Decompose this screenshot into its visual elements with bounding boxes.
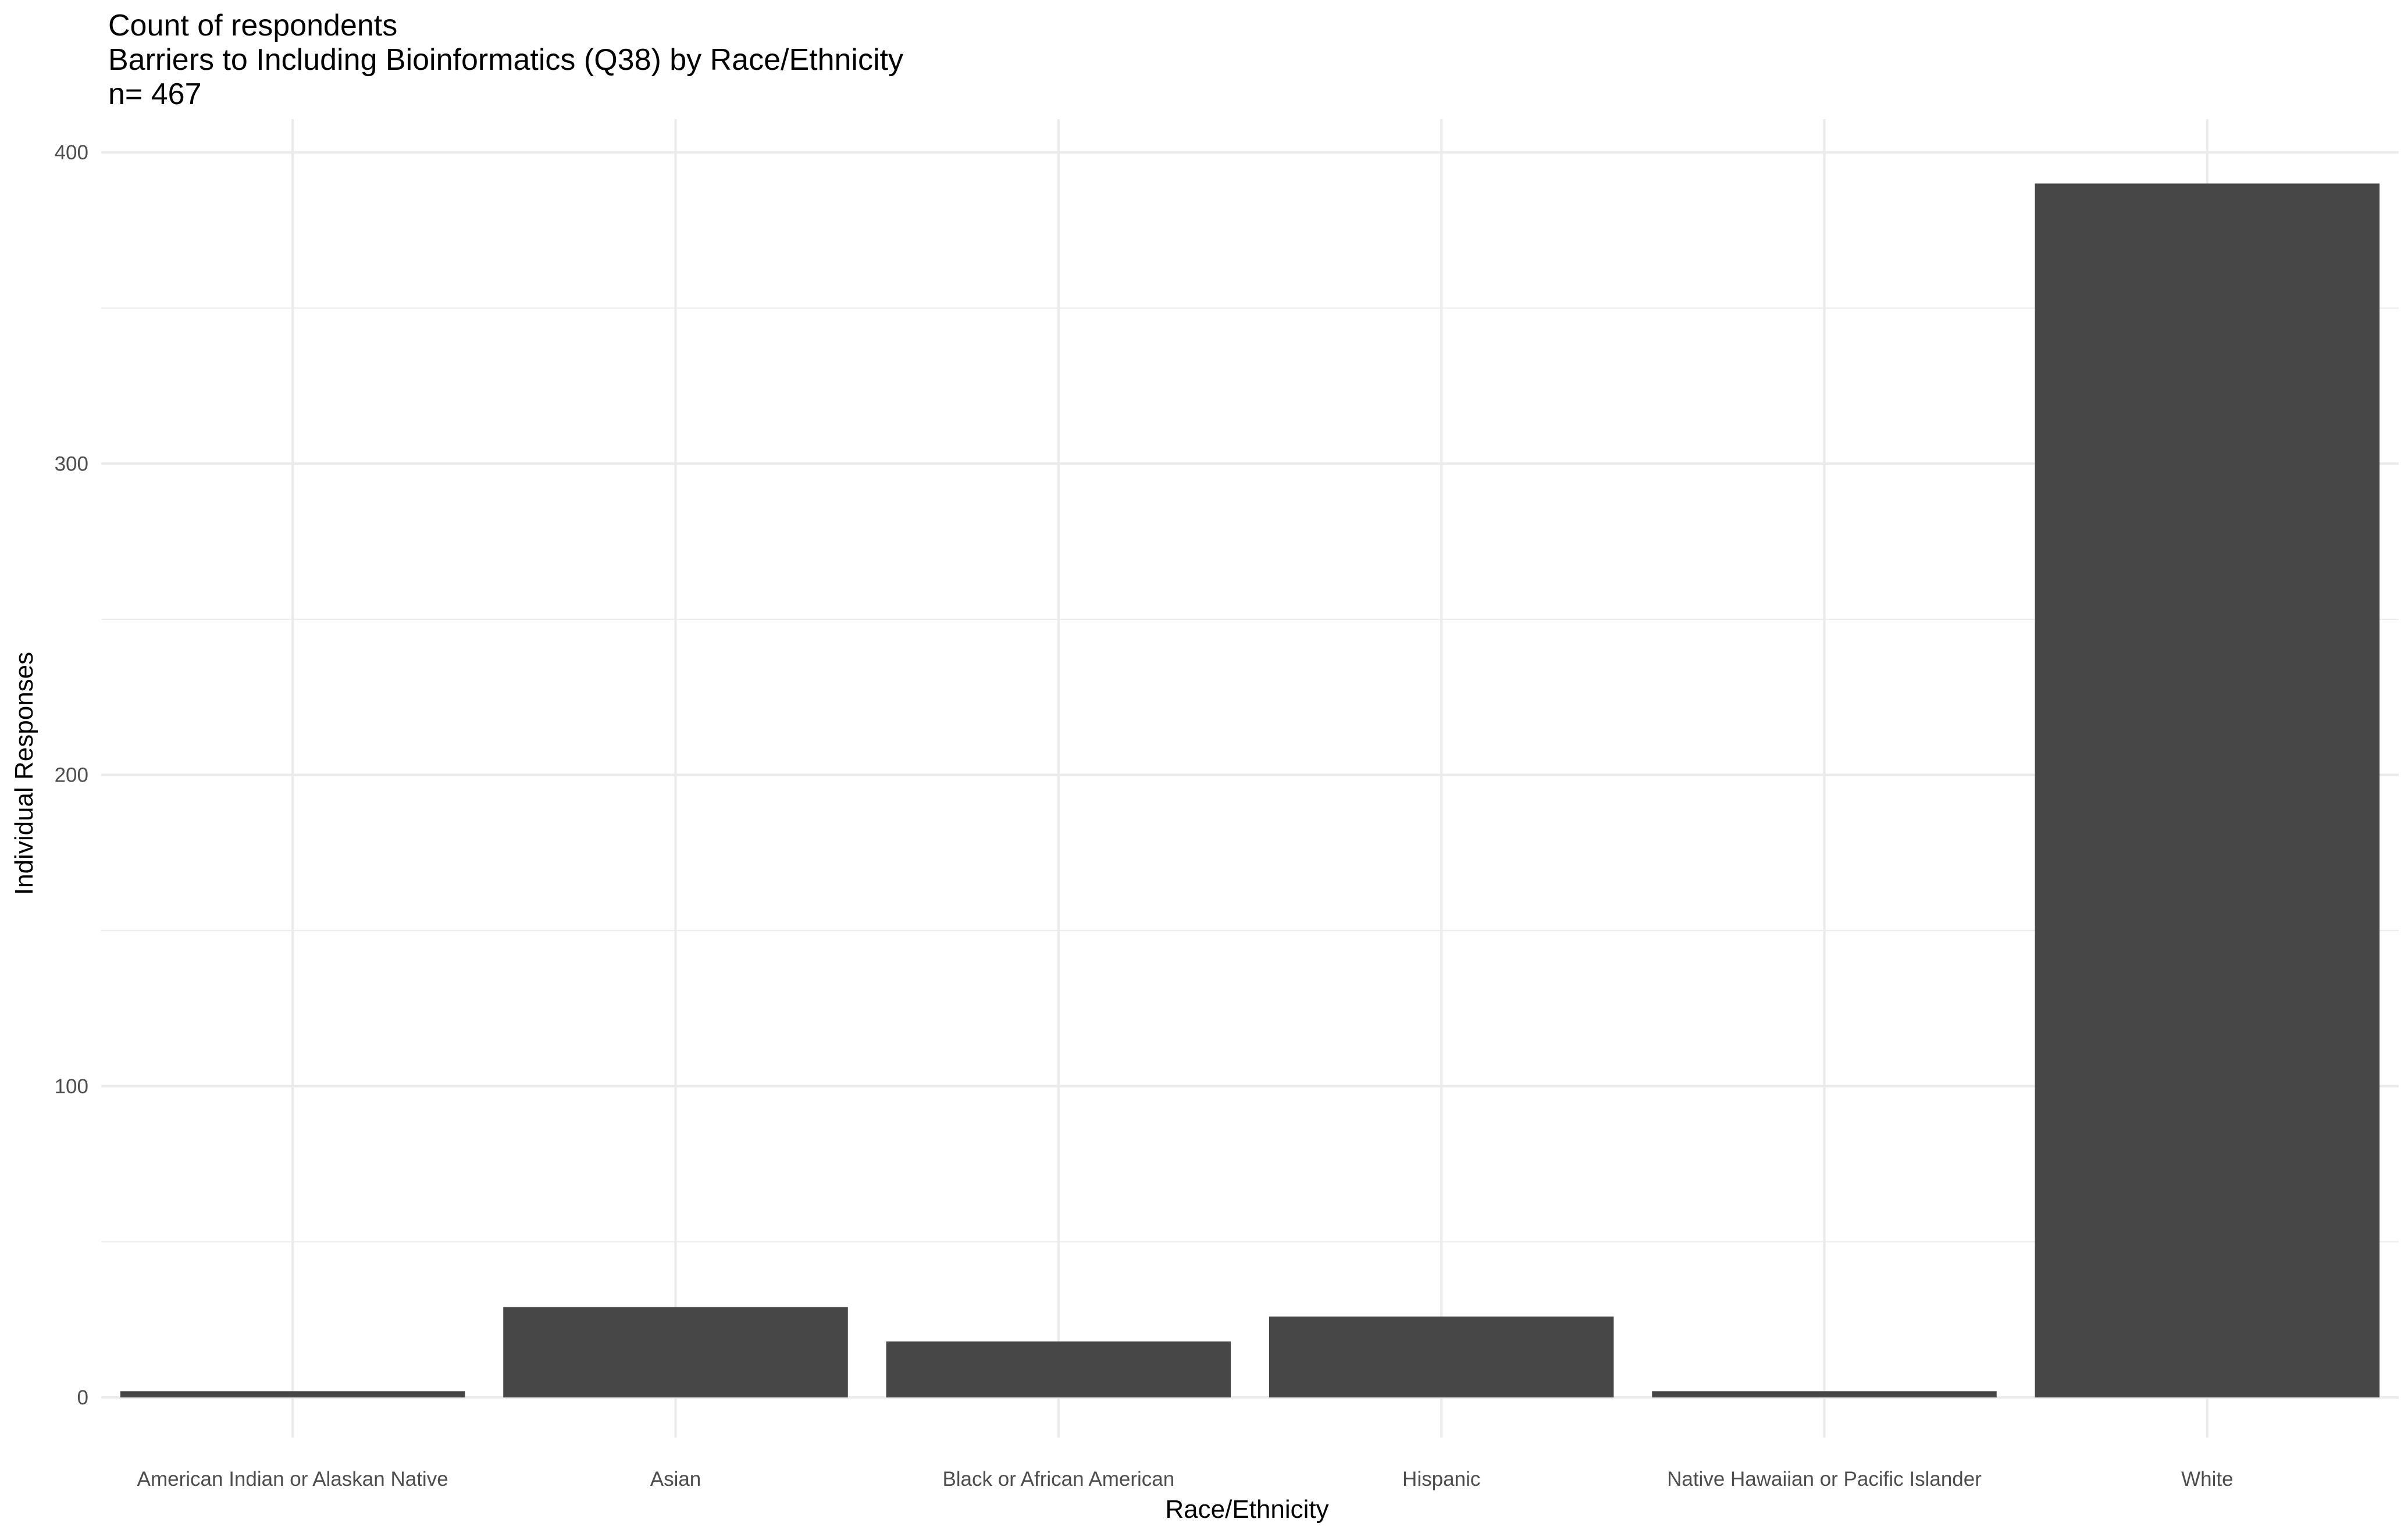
x-tick-label: American Indian or Alaskan Native	[137, 1468, 448, 1490]
bar	[886, 1341, 1231, 1397]
y-tick-label: 300	[55, 452, 88, 475]
bar	[120, 1391, 465, 1397]
y-tick-label: 200	[55, 764, 88, 787]
x-tick-label: Hispanic	[1402, 1468, 1480, 1490]
y-axis-title: Individual Responses	[10, 652, 38, 895]
chart-title: Count of respondents	[108, 9, 397, 42]
y-axis-tick-labels: 0 100 200 300 400	[55, 141, 88, 1409]
x-tick-label: Asian	[650, 1468, 701, 1490]
x-axis-tick-labels: American Indian or Alaskan Native Asian Bl…	[137, 1468, 2234, 1490]
bars	[120, 183, 2380, 1398]
plot-panel	[101, 119, 2399, 1438]
bar	[1652, 1391, 1997, 1397]
bar	[1269, 1316, 1614, 1397]
y-tick-label: 100	[55, 1075, 88, 1098]
chart-subtitle: Barriers to Including Bioinformatics (Q3…	[108, 43, 903, 77]
x-tick-label: Black or African American	[942, 1468, 1174, 1490]
x-tick-label: Native Hawaiian or Pacific Islander	[1667, 1468, 1982, 1490]
y-tick-label: 400	[55, 141, 88, 164]
y-tick-label: 0	[77, 1386, 88, 1409]
bar	[2035, 183, 2380, 1398]
minor-gridlines	[101, 307, 2399, 1243]
bar	[503, 1307, 848, 1397]
x-tick-label: White	[2181, 1468, 2233, 1490]
chart-sample-size: n= 467	[108, 77, 202, 111]
major-gridlines	[101, 119, 2399, 1438]
x-axis-title: Race/Ethnicity	[1165, 1495, 1328, 1524]
